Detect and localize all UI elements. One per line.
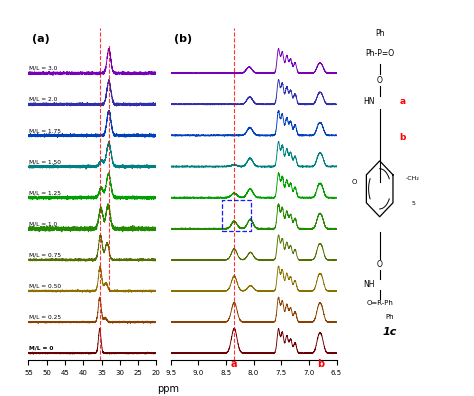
Text: Ph-P=O: Ph-P=O bbox=[365, 49, 394, 58]
Text: b: b bbox=[400, 133, 406, 142]
Text: O: O bbox=[377, 260, 383, 269]
Text: M/L = 2.0: M/L = 2.0 bbox=[29, 97, 57, 102]
Text: M/L = 3.0: M/L = 3.0 bbox=[29, 66, 57, 71]
Text: O=R-Ph: O=R-Ph bbox=[366, 300, 393, 306]
Text: (b): (b) bbox=[174, 34, 192, 44]
Text: M/L = 1.25: M/L = 1.25 bbox=[29, 190, 61, 195]
Text: M/L = 0.75: M/L = 0.75 bbox=[29, 253, 61, 257]
Text: M/L = 0.50: M/L = 0.50 bbox=[29, 284, 61, 289]
Text: M/L = 0: M/L = 0 bbox=[29, 346, 54, 351]
Text: a: a bbox=[400, 97, 406, 107]
Text: Ph: Ph bbox=[386, 314, 394, 320]
Text: M/L = 1.75: M/L = 1.75 bbox=[29, 128, 61, 133]
Text: M/L = 1.50: M/L = 1.50 bbox=[29, 159, 61, 164]
Text: O: O bbox=[351, 179, 357, 185]
Text: Ph: Ph bbox=[375, 29, 384, 38]
Text: O: O bbox=[377, 76, 383, 85]
Text: ₅: ₅ bbox=[411, 197, 415, 207]
Text: NH: NH bbox=[364, 280, 375, 289]
Text: ppm: ppm bbox=[157, 384, 179, 394]
Text: b: b bbox=[318, 360, 325, 369]
Text: M/L = 1.0: M/L = 1.0 bbox=[29, 221, 57, 227]
Text: a: a bbox=[231, 360, 237, 369]
Text: -CH₂: -CH₂ bbox=[405, 176, 419, 181]
Text: (a): (a) bbox=[32, 34, 50, 44]
Text: M/L = 0.25: M/L = 0.25 bbox=[29, 315, 61, 320]
Text: 1c: 1c bbox=[383, 327, 397, 337]
Text: HN: HN bbox=[364, 97, 375, 107]
